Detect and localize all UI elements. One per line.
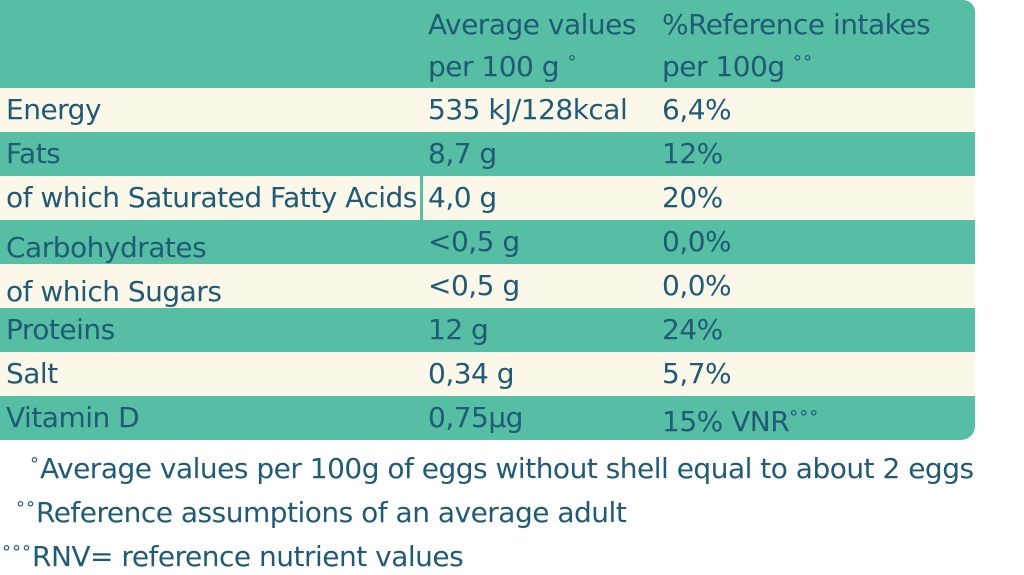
- header-average-values-unit: per 100 g: [428, 50, 560, 83]
- header-reference-intakes-unit: per 100g: [662, 50, 785, 83]
- row-label: of which Saturated Fatty Acids: [6, 181, 417, 214]
- row-reference-intake: 0,0%: [662, 225, 732, 258]
- row-reference-intake: 24%: [662, 313, 723, 346]
- row-value: <0,5 g: [428, 225, 520, 258]
- footnote-text: RNV= reference nutrient values: [32, 540, 464, 573]
- header-reference-intakes-mark: °°: [793, 52, 814, 73]
- footnote-mark: °°°: [2, 542, 32, 563]
- row-value: 0,34 g: [428, 357, 515, 390]
- row-label: Proteins: [6, 313, 115, 346]
- header-reference-intakes: %Reference intakes per 100g °°: [662, 6, 931, 86]
- row-label: Vitamin D: [6, 401, 140, 434]
- row-reference-intake: 5,7%: [662, 357, 732, 390]
- row-value: 8,7 g: [428, 137, 497, 170]
- row-reference-intake: 12%: [662, 137, 723, 170]
- row-value: 12 g: [428, 313, 489, 346]
- row-reference-intake: 15% VNR°°°: [662, 400, 819, 440]
- table-header: Average values per 100 g ° %Reference in…: [0, 0, 975, 87]
- row-reference-intake: 20%: [662, 181, 723, 214]
- row-label: of which Sugars: [6, 275, 222, 308]
- table-row-sugars: of which Sugars <0,5 g 0,0%: [0, 264, 975, 308]
- row-value: <0,5 g: [428, 269, 520, 302]
- row-reference-intake-mark: °°°: [789, 407, 820, 428]
- footnote-mark: °: [30, 454, 40, 475]
- footnote-mark: °°: [16, 498, 36, 519]
- footnote-average-values: °Average values per 100g of eggs without…: [30, 446, 974, 488]
- table-row-saturated-fatty-acids: of which Saturated Fatty Acids 4,0 g 20%: [0, 176, 975, 220]
- footnote-reference-assumptions: °°Reference assumptions of an average ad…: [16, 490, 627, 532]
- row-label: Carbohydrates: [6, 231, 207, 264]
- header-average-values-line1: Average values: [428, 8, 636, 41]
- table-row-carbohydrates: Carbohydrates <0,5 g 0,0%: [0, 220, 975, 264]
- column-divider: [420, 176, 423, 220]
- row-value: 535 kJ/128kcal: [428, 93, 628, 126]
- footnote-text: Average values per 100g of eggs without …: [40, 452, 974, 485]
- footnote-text: Reference assumptions of an average adul…: [36, 496, 627, 529]
- header-average-values-line2: per 100 g °: [428, 44, 636, 86]
- row-label: Energy: [6, 93, 102, 126]
- table-row-fats: Fats 8,7 g 12%: [0, 132, 975, 176]
- header-average-values: Average values per 100 g °: [428, 6, 636, 86]
- row-reference-intake-text: 15% VNR: [662, 405, 790, 438]
- row-reference-intake: 0,0%: [662, 269, 732, 302]
- table-row-energy: Energy 535 kJ/128kcal 6,4%: [0, 88, 975, 132]
- row-value: 0,75µg: [428, 401, 523, 434]
- row-value: 4,0 g: [428, 181, 497, 214]
- row-label: Salt: [6, 357, 58, 390]
- header-average-values-mark: °: [567, 52, 578, 73]
- footnote-rnv: °°°RNV= reference nutrient values: [2, 534, 464, 575]
- table-row-proteins: Proteins 12 g 24%: [0, 308, 975, 352]
- header-reference-intakes-line2: per 100g °°: [662, 44, 930, 86]
- row-label: Fats: [6, 137, 61, 170]
- row-reference-intake: 6,4%: [662, 93, 732, 126]
- table-row-salt: Salt 0,34 g 5,7%: [0, 352, 975, 396]
- header-reference-intakes-line1: %Reference intakes: [662, 8, 931, 41]
- nutrition-table: Average values per 100 g ° %Reference in…: [0, 0, 975, 440]
- table-row-vitamin-d: Vitamin D 0,75µg 15% VNR°°°: [0, 396, 975, 440]
